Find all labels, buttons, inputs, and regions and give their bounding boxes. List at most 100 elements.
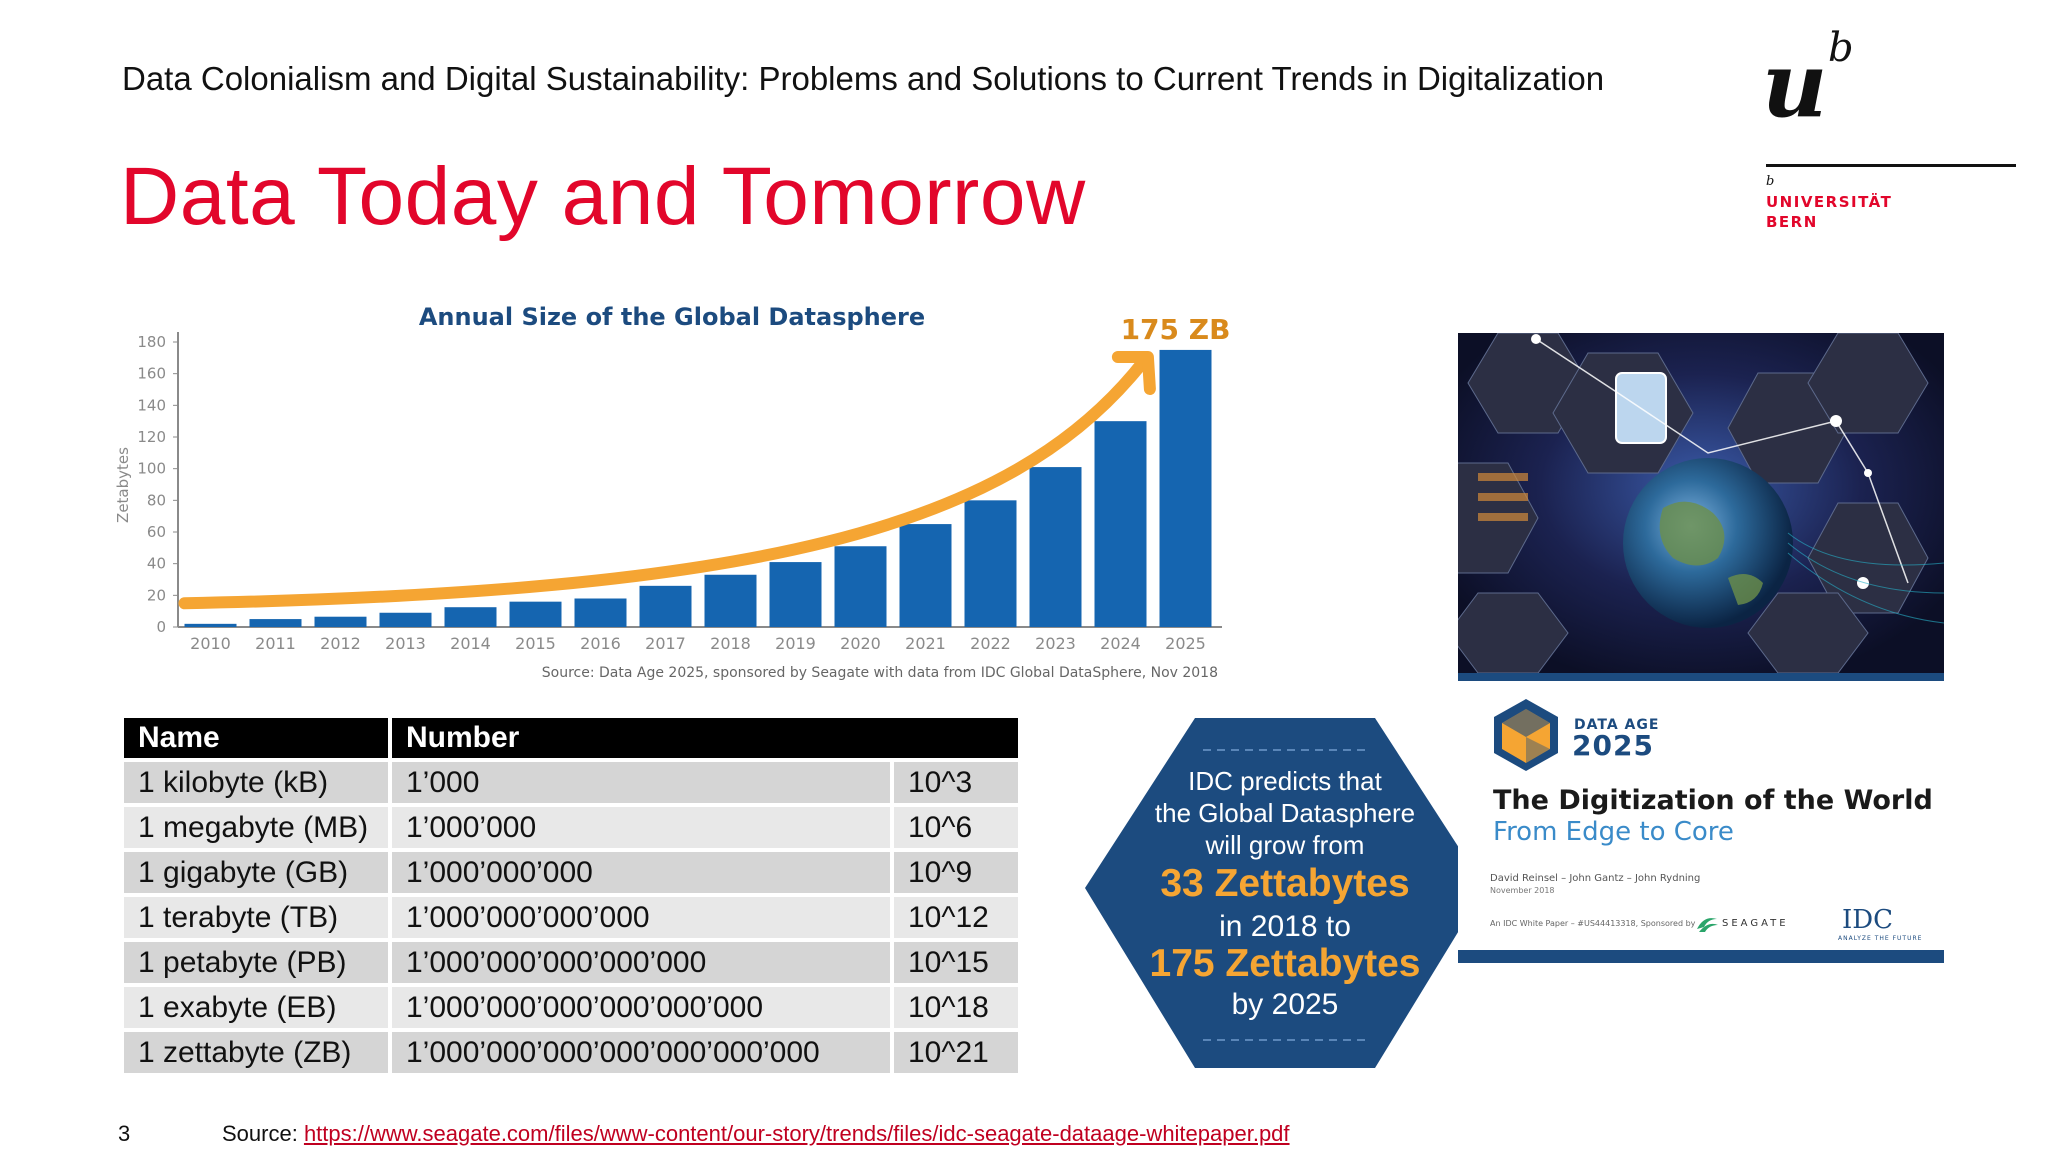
y-tick-label: 40 (147, 555, 166, 573)
x-tick-label: 2017 (645, 634, 686, 653)
cell-power: 10^3 (894, 762, 1018, 803)
prediction-hexagon: IDC predicts that the Global Datasphere … (1085, 718, 1485, 1068)
cell-power: 10^21 (894, 1032, 1018, 1073)
cell-power: 10^9 (894, 852, 1018, 893)
table-row: 1 kilobyte (kB) 1’000 10^3 (124, 762, 1018, 803)
chart-annotation: 175 ZB (1121, 313, 1231, 346)
x-tick-label: 2024 (1100, 634, 1141, 653)
x-tick-label: 2012 (320, 634, 361, 653)
table-row: 1 gigabyte (GB) 1’000’000’000 10^9 (124, 852, 1018, 893)
bar (509, 601, 562, 627)
course-title: Data Colonialism and Digital Sustainabil… (122, 60, 1605, 97)
prediction-value-2018: 33 Zettabytes (1160, 862, 1410, 905)
cover-footnote: An IDC White Paper – #US44413318, Sponso… (1490, 919, 1696, 928)
chart-title: Annual Size of the Global Datasphere (419, 303, 925, 331)
bar (1159, 349, 1212, 627)
cell-number: 1’000’000’000’000 (392, 897, 890, 938)
university-name-line2: BERN (1766, 213, 1818, 231)
cell-name: 1 exabyte (EB) (124, 987, 388, 1028)
bar (249, 619, 302, 627)
bar (444, 607, 497, 627)
y-tick-label: 100 (137, 460, 166, 478)
seagate-logo-icon (1697, 918, 1718, 932)
cell-number: 1’000 (392, 762, 890, 803)
bar (379, 612, 432, 627)
page-number: 3 (118, 1121, 131, 1146)
x-tick-label: 2018 (710, 634, 751, 653)
bar (899, 524, 952, 627)
cell-name: 1 terabyte (TB) (124, 897, 388, 938)
y-tick-label: 60 (147, 523, 166, 541)
table-row: 1 terabyte (TB) 1’000’000’000’000 10^12 (124, 897, 1018, 938)
prediction-line2: the Global Datasphere (1154, 798, 1416, 828)
x-tick-label: 2013 (385, 634, 426, 653)
university-name-line1: UNIVERSITÄT (1766, 193, 1893, 211)
cell-number: 1’000’000’000 (392, 852, 890, 893)
datasphere-chart: Annual Size of the Global Datasphere Zeta… (110, 295, 1250, 695)
cover-image (1458, 333, 1944, 673)
prediction-line1: IDC predicts that (1188, 766, 1382, 796)
cell-number: 1’000’000’000’000’000’000’000 (392, 1032, 890, 1073)
x-tick-label: 2020 (840, 634, 881, 653)
whitepaper-cover: DATA AGE 2025 The Digitization of the Wo… (1458, 333, 1944, 963)
seagate-wordmark: SEAGATE (1722, 918, 1789, 929)
prediction-line4: in 2018 to (1219, 910, 1351, 943)
idc-logo: IDC (1842, 905, 1894, 935)
source-link[interactable]: https://www.seagate.com/files/www-conten… (303, 1121, 1290, 1146)
bar (1029, 467, 1082, 627)
y-tick-label: 180 (137, 333, 166, 351)
cell-number: 1’000’000’000’000’000 (392, 942, 890, 983)
cover-accent-bar-top (1458, 673, 1944, 681)
bar (184, 623, 237, 627)
idc-tagline: ANALYZE THE FUTURE (1838, 935, 1923, 942)
x-tick-label: 2016 (580, 634, 621, 653)
chart-source: Source: Data Age 2025, sponsored by Seag… (542, 665, 1218, 681)
logo-small-b: b (1766, 174, 1775, 189)
data-age-label: DATA AGE (1574, 717, 1660, 733)
bar (574, 598, 627, 627)
x-tick-label: 2025 (1165, 634, 1206, 653)
data-age-badge-icon (1494, 699, 1558, 771)
y-tick-label: 140 (137, 396, 166, 414)
cover-accent-bar-bottom (1458, 950, 1944, 963)
university-name: UNIVERSITÄT BERN (1766, 192, 1892, 232)
cover-subtitle: From Edge to Core (1493, 817, 1734, 847)
bar (964, 500, 1017, 627)
cell-name: 1 zettabyte (ZB) (124, 1032, 388, 1073)
y-tick-label: 20 (147, 586, 166, 604)
slide-title: Data Today and Tomorrow (120, 151, 1086, 242)
chart-svg: Annual Size of the Global Datasphere Zeta… (114, 303, 1231, 681)
bar (639, 585, 692, 627)
cover-artwork (1458, 333, 1944, 673)
trend-arrow-line (178, 355, 1150, 610)
column-header-number: Number (392, 718, 1018, 758)
data-age-year: 2025 (1572, 729, 1654, 762)
table-row: 1 megabyte (MB) 1’000’000 10^6 (124, 807, 1018, 848)
cell-power: 10^12 (894, 897, 1018, 938)
y-axis-label: Zetabytes (114, 447, 132, 523)
table-row: 1 exabyte (EB) 1’000’000’000’000’000’000… (124, 987, 1018, 1028)
x-tick-label: 2023 (1035, 634, 1076, 653)
x-tick-label: 2019 (775, 634, 816, 653)
prediction-value-2025: 175 Zettabytes (1149, 942, 1421, 985)
y-tick-label: 160 (137, 365, 166, 383)
cell-name: 1 kilobyte (kB) (124, 762, 388, 803)
bar (1094, 421, 1147, 627)
logo-b-mark: b (1828, 25, 1854, 71)
logo-u-mark: u (1762, 32, 1828, 138)
x-tick-label: 2015 (515, 634, 556, 653)
byte-units-table: Name Number 1 kilobyte (kB) 1’000 10^3 1… (120, 714, 1022, 1077)
prediction-line5: by 2025 (1231, 988, 1339, 1021)
cell-name: 1 gigabyte (GB) (124, 852, 388, 893)
bar (704, 574, 757, 627)
x-tick-label: 2011 (255, 634, 296, 653)
cell-number: 1’000’000’000’000’000’000 (392, 987, 890, 1028)
bar (314, 616, 367, 627)
cell-name: 1 megabyte (MB) (124, 807, 388, 848)
table-row: 1 zettabyte (ZB) 1’000’000’000’000’000’0… (124, 1032, 1018, 1073)
x-tick-label: 2021 (905, 634, 946, 653)
x-tick-label: 2010 (190, 634, 231, 653)
y-tick-label: 80 (147, 491, 166, 509)
y-tick-label: 0 (156, 618, 166, 636)
trend-arrow-head (1111, 351, 1156, 395)
